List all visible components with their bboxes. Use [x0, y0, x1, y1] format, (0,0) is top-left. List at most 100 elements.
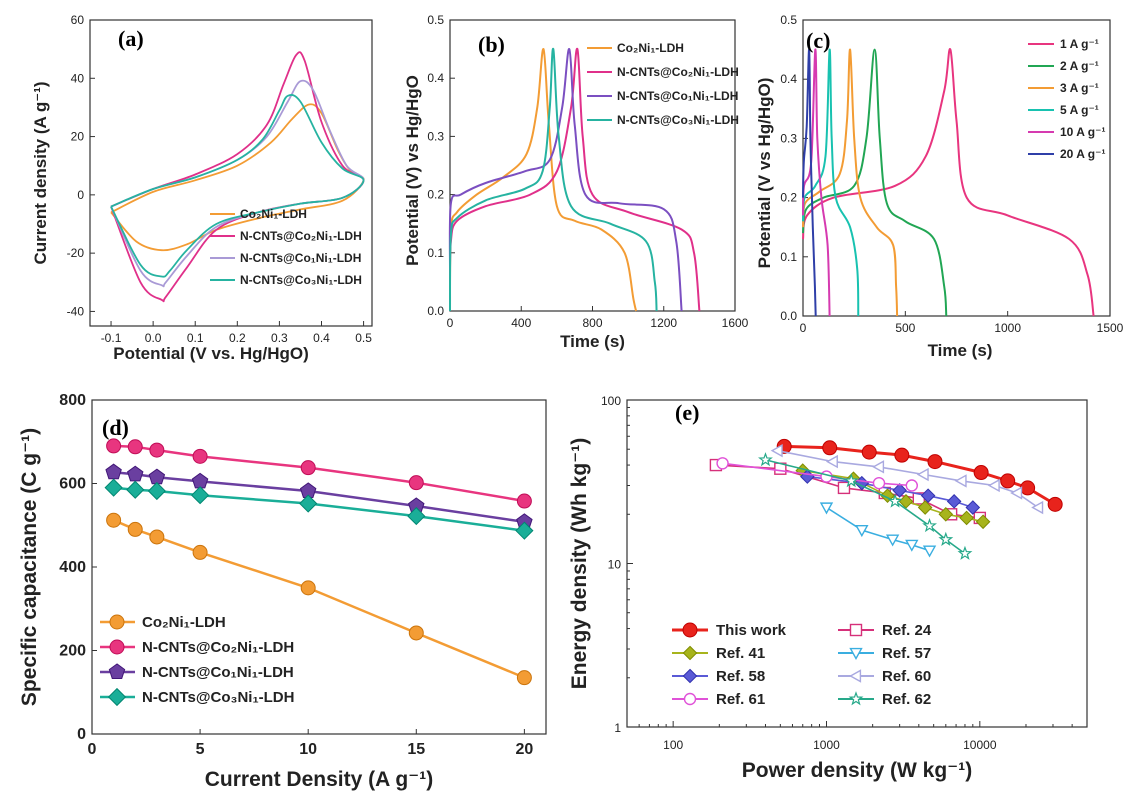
x-tick-label: 0.2	[229, 331, 246, 345]
x-tick-label: 400	[511, 316, 531, 330]
x-axis-label: Time (s)	[928, 341, 993, 360]
legend-label: 10 A g⁻¹	[1060, 125, 1105, 139]
data-point	[916, 467, 929, 482]
y-tick-label: -40	[67, 304, 85, 318]
x-tick-label: 1200	[650, 316, 677, 330]
legend-label: 1 A g⁻¹	[1060, 37, 1099, 51]
x-tick-label: 0.3	[271, 331, 288, 345]
x-axis-label: Time (s)	[560, 332, 625, 351]
y-tick-label: 0.1	[427, 246, 444, 260]
data-point	[149, 529, 165, 545]
x-tick-label: 1000	[994, 321, 1021, 335]
y-tick-label: 0.5	[780, 13, 797, 27]
legend-label: Co₂Ni₁-LDH	[142, 614, 226, 631]
data-point	[1000, 473, 1016, 489]
x-tick-label: 10	[299, 741, 317, 758]
data-point	[104, 478, 123, 497]
x-tick-label: 1000	[813, 738, 840, 752]
data-point	[770, 443, 783, 458]
y-tick-label: 0.3	[780, 131, 797, 145]
y-tick-label: 0.5	[427, 13, 444, 27]
data-point	[920, 488, 936, 503]
gcd-rate-curve	[802, 48, 948, 317]
y-tick-label: 0.4	[780, 72, 797, 86]
data-point	[299, 494, 318, 513]
x-tick-label: 0.0	[145, 331, 162, 345]
data-point	[957, 545, 973, 560]
y-tick-label: 10	[608, 558, 622, 572]
data-point	[872, 476, 886, 490]
panel-e: 100 1000 10000 1 10 100 (e) Power density (W kg…	[568, 394, 1088, 782]
legend-label: Ref. 24	[882, 622, 932, 639]
y-tick-label: 0.1	[780, 250, 797, 264]
data-point	[885, 534, 900, 547]
data-point	[191, 472, 209, 489]
y-tick-label: 20	[71, 130, 85, 144]
y-tick-label: 800	[59, 392, 86, 409]
legend-label: N-CNTs@Co₁Ni₁-LDH	[617, 89, 738, 103]
x-tick-label: 1500	[1097, 321, 1124, 335]
y-axis-label: Potential (V) vs Hg/HgO	[403, 75, 422, 266]
data-point	[905, 479, 918, 492]
legend-label: 20 A g⁻¹	[1060, 147, 1105, 161]
legend-label: N-CNTs@Co₂Ni₁-LDH	[142, 639, 294, 656]
y-axis-label: Energy density (Wh kg⁻¹)	[568, 438, 591, 689]
y-tick-label: 0.3	[427, 129, 444, 143]
legend-marker	[682, 645, 698, 661]
panel-label: (d)	[102, 415, 129, 440]
data-point	[1010, 486, 1023, 500]
legend-label: N-CNTs@Co₂Ni₁-LDH	[617, 65, 739, 79]
legend-label: This work	[716, 622, 787, 639]
data-point	[758, 452, 773, 467]
y-tick-label: 0.2	[780, 191, 797, 205]
legend-marker	[107, 687, 127, 707]
legend-label: N-CNTs@Co₂Ni₁-LDH	[240, 229, 362, 243]
gcd-rate-curve	[802, 48, 860, 317]
data-point	[127, 439, 143, 455]
y-tick-label: 100	[601, 394, 621, 408]
data-point	[300, 460, 316, 476]
gcd-rate-curve	[802, 48, 899, 317]
data-point	[917, 500, 933, 515]
panel-label: (c)	[806, 28, 830, 53]
data-point	[938, 531, 954, 546]
data-point	[192, 448, 208, 464]
data-point	[922, 517, 937, 533]
legend-label: 3 A g⁻¹	[1060, 81, 1099, 95]
x-tick-label: 0.1	[187, 331, 204, 345]
legend-marker	[683, 692, 697, 706]
legend-marker	[108, 663, 126, 680]
x-tick-label: 0.4	[313, 331, 330, 345]
y-axis-label: Potential (V vs Hg/HgO)	[755, 78, 774, 269]
data-point	[190, 486, 210, 505]
y-tick-label: 60	[71, 13, 85, 27]
legend-label: Ref. 41	[716, 645, 765, 662]
y-tick-label: 0.0	[780, 309, 797, 323]
data-point	[987, 478, 1000, 493]
gcd-curve	[449, 48, 701, 312]
legend-marker	[849, 669, 862, 683]
data-point	[927, 454, 943, 470]
legend-label: N-CNTs@Co₁Ni₁-LDH	[240, 251, 361, 265]
data-point	[861, 444, 877, 460]
gcd-curve	[449, 48, 638, 312]
y-tick-label: -20	[67, 246, 85, 260]
legend-label: N-CNTs@Co₃Ni₁-LDH	[240, 273, 362, 287]
gcd-curve	[448, 48, 683, 312]
y-tick-label: 400	[59, 559, 86, 576]
legend-marker	[109, 639, 125, 655]
legend-label: Ref. 62	[882, 691, 931, 708]
data-point	[837, 481, 851, 495]
x-tick-label: -0.1	[101, 331, 122, 345]
y-axis-label: Specific capacitance (C g⁻¹)	[18, 428, 41, 706]
legend-marker	[848, 691, 864, 706]
legend-marker	[849, 623, 863, 637]
x-tick-label: 20	[515, 741, 533, 758]
legend-marker	[849, 647, 863, 660]
legend-label: Ref. 60	[882, 668, 931, 685]
data-point	[894, 447, 910, 463]
data-point	[819, 502, 834, 515]
legend-label: Ref. 57	[882, 645, 931, 662]
